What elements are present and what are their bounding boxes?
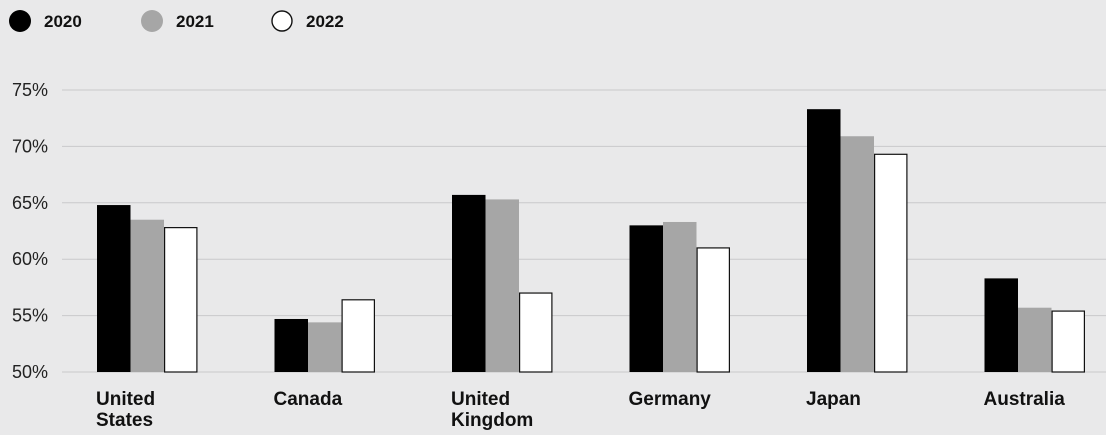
bar-2022-0 [164,227,198,373]
legend-swatch-2021 [141,10,163,32]
x-category-label: States [96,410,153,431]
y-tick-label: 60% [12,249,48,269]
bar-2021-3 [663,221,697,372]
x-category-label: Germany [629,389,712,410]
bar-2021-1 [308,322,342,372]
x-category-label: Japan [806,389,861,410]
bar-2020-1 [274,318,308,372]
bar-2022-2 [518,292,553,373]
legend-swatch-2020 [9,10,31,32]
bar-2020-4 [807,109,841,373]
bar-2022-5 [1051,310,1085,373]
x-category-label: Canada [274,389,343,410]
x-category-label: Australia [984,389,1066,410]
bar-2020-0 [97,205,131,372]
bar-2020-5 [984,278,1018,372]
bar-2021-5 [1018,307,1052,372]
legend: 2020 2021 2022 [9,10,344,32]
x-category-label: United [96,389,155,410]
bar-2022-1 [341,299,376,373]
legend-label-2022: 2022 [306,12,344,31]
bar-2020-3 [629,225,663,372]
y-tick-label: 70% [12,136,48,156]
x-category-label: Kingdom [451,410,533,431]
y-tick-label: 65% [12,193,48,213]
bar-2021-2 [485,199,519,372]
bar-2022-4 [873,153,908,373]
y-axis: 50% 55% 60% 65% 70% 75% [12,80,48,382]
bar-2021-0 [130,219,164,372]
bar-2020-2 [452,194,486,372]
bar-2022-3 [696,247,730,373]
y-tick-label: 55% [12,306,48,326]
legend-label-2020: 2020 [44,12,82,31]
y-tick-label: 75% [12,80,48,100]
bars [97,109,1085,373]
gridlines [62,89,1106,373]
x-category-label: United [451,389,510,410]
y-tick-label: 50% [12,362,48,382]
legend-label-2021: 2021 [176,12,214,31]
bar-2021-4 [840,136,874,372]
legend-swatch-2022 [271,10,293,32]
